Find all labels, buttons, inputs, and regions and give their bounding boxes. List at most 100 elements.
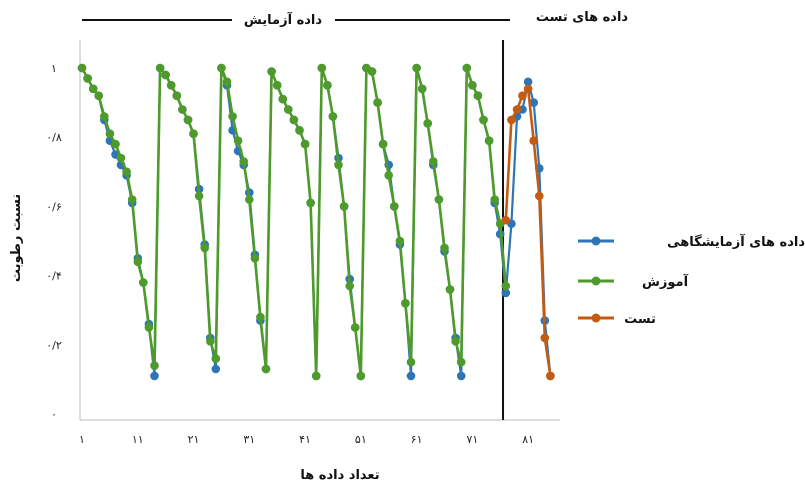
- x-tick-label: ۲۱: [188, 433, 200, 446]
- series-training-point: [334, 160, 343, 170]
- series-training-point: [445, 285, 455, 294]
- series-experimental-point: [529, 98, 538, 107]
- series-training-point: [116, 153, 126, 163]
- series-training-point: [200, 243, 209, 253]
- series-training-point: [133, 257, 143, 267]
- series-training-point: [217, 63, 226, 73]
- series-training-point: [473, 91, 483, 100]
- series-training-point: [172, 91, 182, 100]
- series-training-point: [144, 323, 154, 332]
- series-training-point: [155, 63, 165, 73]
- series-training-point: [384, 171, 394, 180]
- series-test-point: [535, 191, 544, 201]
- legend-item-training: آموزش: [578, 273, 689, 290]
- series-training-point: [306, 198, 315, 208]
- series-experimental-point: [406, 371, 416, 381]
- series-training-point: [272, 81, 282, 90]
- y-tick-label: ۰/۲: [46, 339, 62, 352]
- series-training-point: [356, 371, 366, 381]
- series-training-point: [429, 157, 438, 166]
- series-training-point: [479, 115, 488, 125]
- series-training-point: [501, 281, 511, 291]
- series-training-point: [462, 63, 472, 73]
- series-experimental-point: [456, 371, 466, 381]
- legend-experimental-swatch-marker: [591, 236, 601, 246]
- series-training-point: [267, 67, 276, 76]
- series-training-point: [206, 337, 215, 346]
- series-test-point: [529, 136, 538, 145]
- test-section-label: داده های تست: [536, 10, 629, 25]
- series-test-point: [540, 333, 550, 343]
- x-tick-label: ۱: [79, 433, 85, 446]
- series-training-point: [166, 81, 176, 90]
- series-training-point: [451, 337, 460, 346]
- series-training-point: [233, 136, 243, 145]
- series-training-point: [395, 236, 405, 246]
- series-test: [501, 84, 555, 381]
- series-test-point: [546, 371, 555, 381]
- series-training-point: [378, 139, 388, 149]
- series-training-point: [211, 354, 221, 363]
- series-training-point: [484, 136, 494, 145]
- series-training-point: [339, 202, 349, 211]
- series-test-point: [523, 84, 533, 94]
- series-training-point: [417, 84, 427, 94]
- series-training-point: [239, 157, 248, 166]
- series-experimental-point: [501, 288, 511, 298]
- y-tick-label: ۰: [51, 408, 57, 421]
- x-tick-label: ۵۱: [355, 433, 367, 446]
- legend-item-experimental: داده های آزمایشگاهی: [578, 233, 805, 250]
- series-training-point: [323, 81, 332, 90]
- series-training-point: [105, 129, 115, 138]
- series-training-point: [295, 126, 304, 135]
- series-training-point: [245, 195, 254, 204]
- series-training-point: [468, 81, 477, 90]
- series-training-point: [434, 195, 444, 204]
- x-tick-label: ۶۱: [411, 433, 423, 446]
- series-training-point: [289, 115, 299, 125]
- series-training-point: [350, 323, 360, 332]
- series-test-point: [507, 115, 516, 125]
- series-training-point: [256, 312, 265, 322]
- x-tick-label: ۴۱: [299, 433, 311, 446]
- series-training-point: [367, 67, 377, 76]
- series-training-point: [328, 112, 338, 121]
- series-training-point: [401, 299, 410, 308]
- legend-item-test: تست: [578, 312, 656, 327]
- train-section-label: داده آزمایش: [244, 11, 322, 28]
- series-experimental-point: [523, 77, 533, 87]
- series-experimental-point: [150, 371, 159, 381]
- series-training-point: [311, 371, 321, 381]
- series-training-point: [111, 139, 120, 149]
- series-training-point: [406, 357, 416, 367]
- x-tick-label: ۸۱: [522, 433, 534, 446]
- y-ticks: ۰ ۰/۲ ۰/۴ ۰/۶ ۰/۸ ۱: [46, 62, 62, 421]
- y-tick-label: ۰/۸: [46, 131, 62, 144]
- x-tick-label: ۱۱: [132, 433, 144, 446]
- series-training-point: [390, 202, 399, 211]
- series-training-point: [127, 195, 137, 204]
- series-test-point: [501, 215, 511, 225]
- series-training-point: [250, 253, 260, 263]
- series-training-point: [284, 105, 293, 114]
- series-experimental-point: [211, 364, 221, 374]
- y-tick-label: ۰/۶: [46, 200, 62, 213]
- legend-training-label: آموزش: [642, 273, 689, 290]
- series-training-point: [278, 94, 288, 104]
- legend-test-label: تست: [624, 312, 656, 327]
- x-tick-label: ۷۱: [466, 433, 478, 446]
- series-training-point: [150, 361, 159, 370]
- series-training-point: [100, 112, 109, 121]
- legend: داده های آزمایشگاهی آموزش تست: [578, 233, 805, 327]
- x-tick-label: ۳۱: [243, 433, 255, 446]
- series-training-point: [423, 119, 433, 128]
- y-tick-label: ۱: [51, 62, 57, 75]
- legend-training-swatch-marker: [591, 276, 601, 286]
- series-training-point: [88, 84, 98, 94]
- series-training-point: [261, 364, 271, 374]
- series-training-point: [373, 98, 382, 107]
- series-training-point: [228, 112, 237, 121]
- series-training-point: [440, 243, 449, 253]
- series-training-point: [77, 63, 87, 73]
